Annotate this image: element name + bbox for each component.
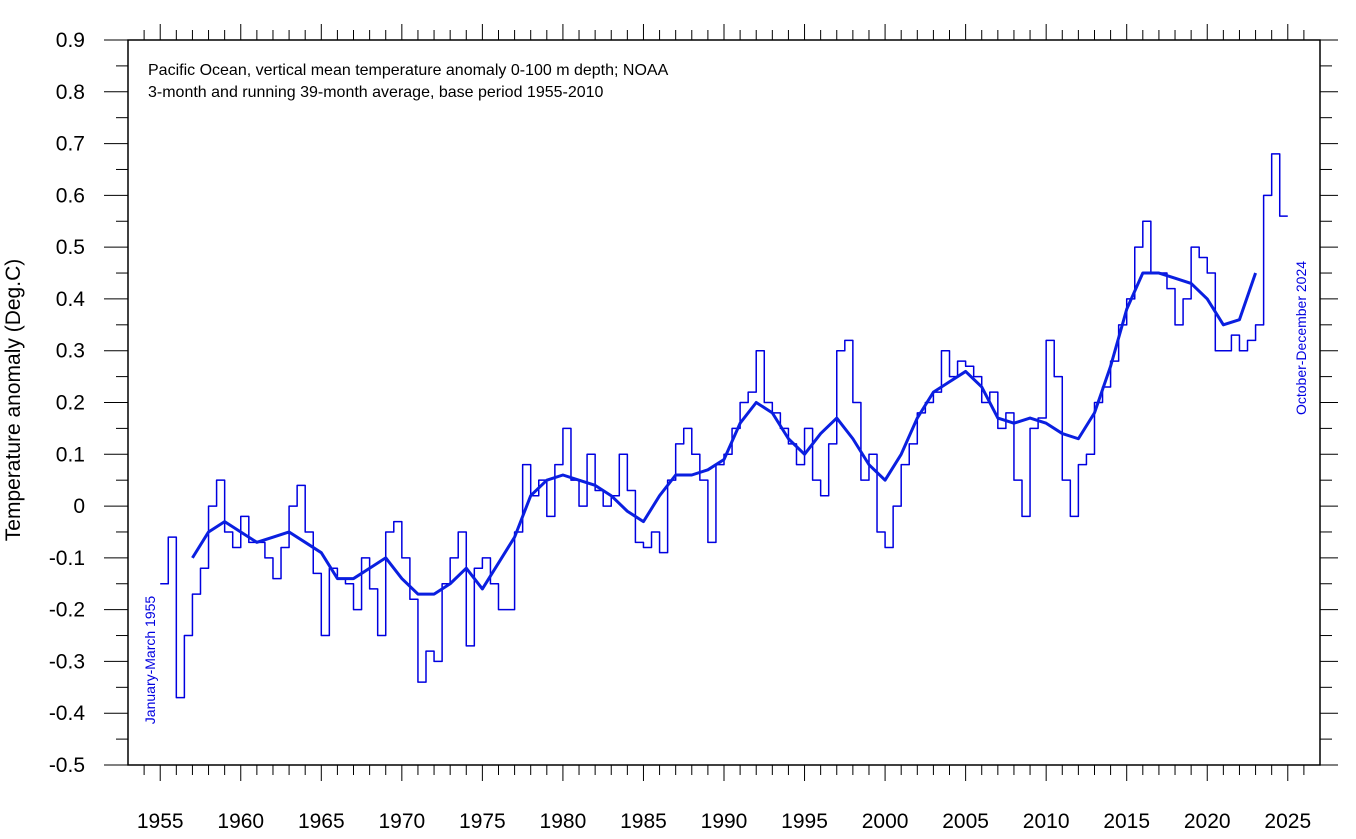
y-tick-label: 0.3 <box>56 340 85 363</box>
y-tick-label: 0.1 <box>56 443 85 466</box>
start-annotation: January-March 1955 <box>142 596 158 725</box>
x-tick-label: 1975 <box>459 810 506 833</box>
chart-subtitle: 3-month and running 39-month average, ba… <box>148 84 604 101</box>
x-tick-label: 2015 <box>1103 810 1150 833</box>
quarterly-line <box>160 153 1288 699</box>
x-tick-label: 2025 <box>1264 810 1311 833</box>
end-annotation: October-December 2024 <box>1293 261 1309 415</box>
plot-frame <box>127 39 1321 766</box>
x-tick-label: 2005 <box>942 810 989 833</box>
y-tick-label: 0.9 <box>56 29 85 52</box>
chart-title: Pacific Ocean, vertical mean temperature… <box>148 62 669 79</box>
y-axis-label: Temperature anomaly (Deg.C) <box>2 259 25 541</box>
y-tick-label: -0.4 <box>49 702 86 725</box>
x-tick-label: 2010 <box>1023 810 1070 833</box>
x-tick-label: 1995 <box>781 810 828 833</box>
y-tick-label: -0.3 <box>49 650 85 673</box>
y-tick-label: 0.8 <box>56 81 85 104</box>
x-tick-label: 2000 <box>862 810 909 833</box>
y-tick-label: -0.5 <box>49 754 85 777</box>
y-tick-label: 0.6 <box>56 184 85 207</box>
x-tick-label: 1990 <box>701 810 748 833</box>
running-average-line <box>191 271 1257 596</box>
y-tick-label: -0.2 <box>49 599 85 622</box>
y-tick-label: 0.7 <box>56 133 85 156</box>
x-tick-label: 1955 <box>137 810 184 833</box>
x-tick-label: 1960 <box>217 810 264 833</box>
x-tick-label: 1970 <box>378 810 425 833</box>
y-tick-label: 0 <box>73 495 85 518</box>
y-tick-label: 0.5 <box>56 236 85 259</box>
x-tick-label: 1965 <box>298 810 345 833</box>
y-tick-label: 0.4 <box>56 288 86 311</box>
x-tick-label: 1980 <box>540 810 587 833</box>
x-tick-label: 2020 <box>1184 810 1231 833</box>
y-tick-label: -0.1 <box>49 547 85 570</box>
x-tick-label: 1985 <box>620 810 667 833</box>
y-tick-label: 0.2 <box>56 392 85 415</box>
